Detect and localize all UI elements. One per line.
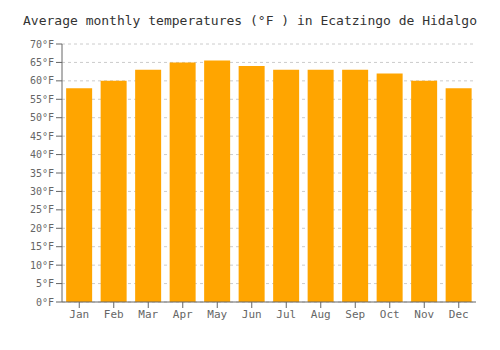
svg-text:Feb: Feb: [104, 308, 124, 321]
svg-text:50°F: 50°F: [30, 112, 54, 123]
svg-text:Dec: Dec: [449, 308, 469, 321]
svg-text:65°F: 65°F: [30, 57, 54, 68]
svg-text:0°F: 0°F: [36, 297, 54, 308]
svg-text:15°F: 15°F: [30, 241, 54, 252]
svg-text:Sep: Sep: [345, 308, 365, 321]
svg-text:May: May: [207, 308, 227, 321]
svg-text:5°F: 5°F: [36, 278, 54, 289]
svg-text:20°F: 20°F: [30, 223, 54, 234]
svg-text:Jan: Jan: [69, 308, 89, 321]
svg-text:Aug: Aug: [311, 308, 331, 321]
svg-text:Mar: Mar: [138, 308, 158, 321]
svg-text:Apr: Apr: [173, 308, 193, 321]
svg-text:10°F: 10°F: [30, 260, 54, 271]
svg-text:30°F: 30°F: [30, 186, 54, 197]
svg-text:45°F: 45°F: [30, 131, 54, 142]
svg-text:25°F: 25°F: [30, 204, 54, 215]
svg-text:Jul: Jul: [276, 308, 296, 321]
svg-text:60°F: 60°F: [30, 75, 54, 86]
svg-text:40°F: 40°F: [30, 149, 54, 160]
svg-text:Oct: Oct: [380, 308, 400, 321]
svg-text:Nov: Nov: [414, 308, 434, 321]
svg-text:Jun: Jun: [242, 308, 262, 321]
svg-text:55°F: 55°F: [30, 94, 54, 105]
svg-text:35°F: 35°F: [30, 168, 54, 179]
svg-text:70°F: 70°F: [30, 39, 54, 50]
html-text:Average monthly temperatures (: Average monthly temperatures (°F ) in Ec…: [23, 13, 477, 28]
